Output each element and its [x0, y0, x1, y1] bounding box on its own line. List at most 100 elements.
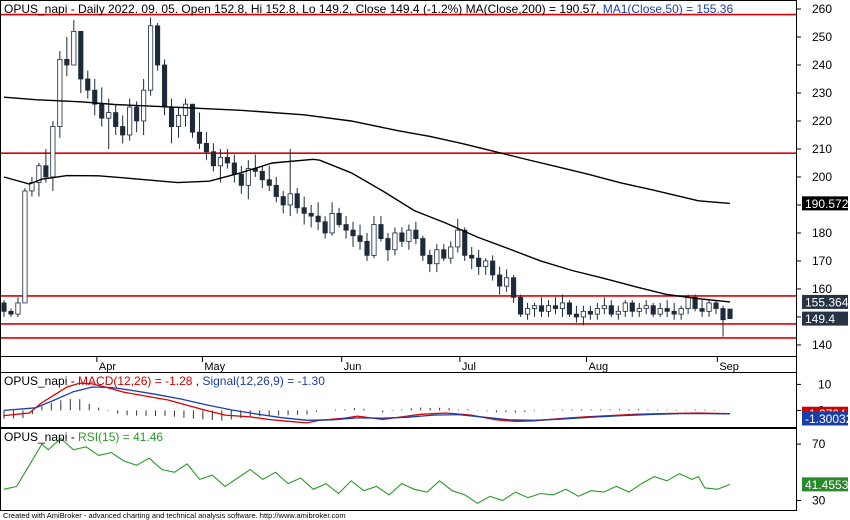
candle-body — [566, 302, 573, 315]
price-badge-label: 149.4 — [805, 312, 835, 326]
date-tick-label: Apr — [99, 361, 116, 373]
macd-lines — [3, 382, 731, 424]
price-tick-label: 250 — [812, 30, 832, 44]
candle-body — [259, 170, 265, 181]
candle-body — [113, 112, 119, 127]
macd-title-prefix: OPUS_napi - — [4, 374, 78, 388]
candle-body — [266, 179, 272, 186]
candle-body — [57, 58, 63, 127]
candle-body — [469, 254, 475, 259]
candle-body — [636, 308, 642, 312]
candle-body — [706, 302, 712, 312]
candle-body — [629, 302, 635, 312]
ma200-label: MA(Close,200) = 190.57, — [466, 2, 600, 16]
macd-panel-frame — [0, 372, 797, 428]
price-tick-label: 230 — [812, 86, 832, 100]
candle-body — [518, 296, 524, 315]
price-title-prefix: OPUS_napi - Daily 2022. 09. 05. Open 152… — [4, 2, 462, 16]
candle-body — [336, 212, 342, 225]
candle-body — [210, 151, 216, 167]
candle-body — [497, 274, 503, 287]
candle-body — [552, 305, 559, 309]
price-tick-label: 160 — [812, 282, 832, 296]
candle-body — [50, 126, 56, 178]
price-badge-label: 190.572 — [805, 197, 849, 211]
candle-body — [622, 302, 628, 312]
candle-body — [413, 229, 419, 239]
date-tick-label: Jun — [344, 361, 362, 373]
price-panel[interactable]: 140150160170180190200210220230240250260 … — [0, 0, 849, 357]
candle-body — [490, 260, 496, 276]
candle-body — [531, 305, 538, 309]
candle-body — [483, 260, 489, 267]
candle-body — [559, 302, 566, 309]
price-tick-label: 170 — [812, 254, 832, 268]
candle-body — [350, 229, 356, 237]
macd-sep: , — [196, 374, 203, 388]
macd-histogram — [3, 399, 725, 421]
candle-body — [615, 310, 621, 315]
candle-body — [664, 308, 670, 312]
candle-body — [657, 308, 663, 315]
candle-body — [196, 131, 203, 144]
rsi-panel[interactable]: 70 30 41.4553 OPUS_napi - RSI(15) = 41.46 — [0, 428, 849, 511]
price-tick-label: 200 — [812, 170, 832, 184]
candle-body — [161, 64, 168, 108]
candle-body — [685, 296, 691, 309]
macd-title: OPUS_napi - MACD(12,26) = -1.28 , Signal… — [4, 374, 325, 388]
macd-tick-label: 10 — [818, 377, 832, 391]
price-badge — [802, 311, 848, 326]
date-axis: Apr May Jun Jul Aug Sep — [0, 356, 797, 373]
candle-body — [476, 257, 482, 267]
candle-body — [301, 207, 307, 214]
candle-body — [189, 103, 196, 133]
candle-body — [392, 232, 398, 251]
macd-value-badges: -1.2794-1.30032 — [802, 406, 850, 426]
candle-body — [238, 173, 244, 186]
rsi-badge — [802, 477, 848, 492]
rsi-badge-label: 41.4553 — [805, 478, 849, 492]
candle-body — [273, 184, 279, 197]
rsi-path — [3, 437, 731, 505]
price-tick-label: 240 — [812, 58, 832, 72]
price-tick-label: 260 — [812, 2, 832, 16]
candle-body — [650, 305, 656, 315]
rsi-label: RSI(15) = 41.46 — [78, 430, 163, 444]
candle-body — [364, 240, 370, 256]
candle-body — [120, 126, 126, 136]
date-tick-labels: Apr May Jun Jul Aug Sep — [96, 357, 739, 373]
candle-body — [343, 224, 349, 231]
rsi-tick-label: 70 — [812, 437, 826, 451]
candle-body — [594, 308, 600, 315]
price-tick-label: 180 — [812, 226, 832, 240]
candle-body — [78, 30, 84, 80]
candle-body — [287, 193, 293, 206]
price-badge — [802, 196, 848, 211]
price-panel-frame — [0, 0, 797, 357]
price-tick-label: 210 — [812, 142, 832, 156]
price-badge — [802, 294, 848, 309]
candle-body — [294, 193, 300, 209]
candle-body — [699, 308, 705, 312]
macd-panel[interactable]: 100 -1.2794-1.30032 OPUS_napi - MACD(12,… — [0, 372, 850, 428]
candle-body — [378, 224, 384, 239]
candle-body — [427, 254, 433, 265]
candle-body — [64, 58, 70, 66]
candle-body — [99, 103, 105, 119]
candle-body — [601, 305, 607, 309]
candle-body — [448, 246, 454, 259]
rsi-title: OPUS_napi - RSI(15) = 41.46 — [4, 430, 163, 444]
candle-body — [692, 296, 698, 309]
candle-body — [399, 232, 405, 242]
candle-body — [462, 229, 468, 256]
candle-body — [385, 238, 391, 251]
price-y-axis: 140150160170180190200210220230240250260 — [797, 2, 832, 352]
candle-body — [15, 302, 21, 315]
candle-body — [217, 156, 223, 167]
candle-body — [85, 78, 91, 91]
date-tick-label: May — [204, 361, 225, 373]
date-tick-label: Aug — [588, 361, 608, 373]
candle-body — [371, 224, 377, 256]
candle-body — [168, 106, 175, 127]
